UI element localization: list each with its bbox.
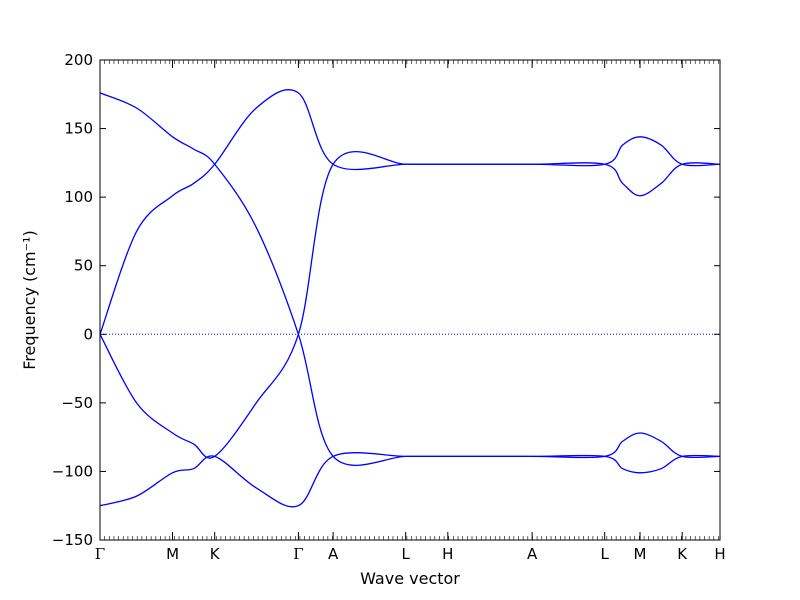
x-tick-label: Γ [95, 545, 105, 563]
x-tick-label: L [401, 545, 410, 563]
series-layer [99, 88, 721, 508]
x-tick-label: H [442, 545, 453, 563]
x-tick-label: A [527, 545, 538, 563]
series-line-3 [99, 151, 721, 459]
x-tick-label: Γ [293, 545, 303, 563]
y-tick-label: 50 [74, 257, 93, 275]
series-line-1 [99, 92, 721, 466]
x-axis-title: Wave vector [360, 569, 460, 588]
x-tick-label: H [714, 545, 725, 563]
y-tick-label: −50 [61, 394, 93, 412]
y-tick-label: −100 [52, 462, 93, 480]
x-tick-label: K [210, 545, 221, 563]
y-tick-label: 100 [64, 188, 93, 206]
y-tick-label: 0 [83, 325, 93, 343]
y-axis: −150 −100 −50 0 50 100 150 200 [52, 51, 720, 549]
y-axis-title: Frequency (cm⁻¹) [20, 230, 39, 369]
y-tick-label: −150 [52, 531, 93, 549]
y-tick-label: 150 [64, 120, 93, 138]
series-line-4 [99, 452, 721, 508]
series-line-2 [99, 88, 721, 335]
minor-ticks [99, 60, 719, 540]
x-tick-label: L [601, 545, 610, 563]
x-tick-label: M [634, 545, 647, 563]
x-tick-label: M [166, 545, 179, 563]
y-tick-label: 200 [64, 51, 93, 69]
x-tick-label: K [677, 545, 688, 563]
plot-frame [99, 59, 721, 541]
x-tick-label: A [328, 545, 339, 563]
